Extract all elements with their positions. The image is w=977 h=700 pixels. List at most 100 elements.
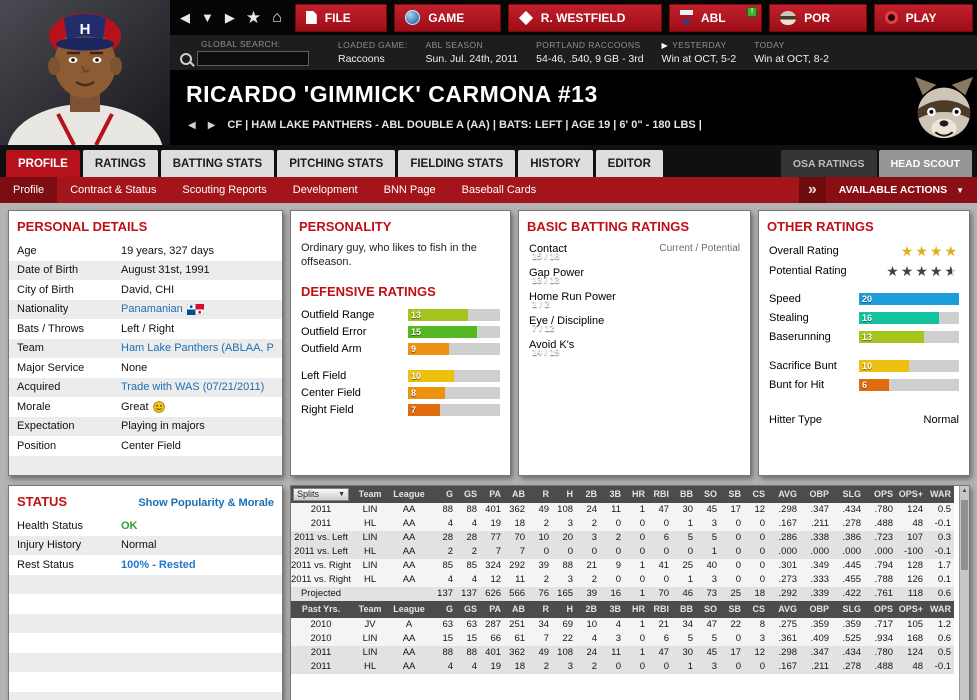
column-header-r[interactable]: R	[528, 486, 553, 503]
column-header-cs[interactable]: CS	[744, 601, 769, 618]
column-header-h[interactable]: H	[552, 601, 577, 618]
column-header-war[interactable]: WAR	[926, 601, 955, 618]
column-header-sb[interactable]: SB	[720, 486, 745, 503]
column-header-team[interactable]: Team	[354, 486, 390, 503]
other-rating-bunt-for-hit: Bunt for Hit 6	[759, 375, 969, 394]
column-header-hr[interactable]: HR	[624, 601, 649, 618]
detail-row-morale: Morale Great	[9, 397, 282, 417]
column-header-3b[interactable]: 3B	[600, 486, 625, 503]
column-header-war[interactable]: WAR	[926, 486, 955, 503]
menu-button-por[interactable]: POR	[769, 3, 867, 32]
menu-button-game[interactable]: GAME	[394, 3, 501, 32]
column-header-team[interactable]: Team	[354, 601, 390, 618]
down-icon[interactable]: ▼	[201, 10, 214, 25]
column-header-ops[interactable]: OPS+	[896, 601, 927, 618]
tab-fielding-stats[interactable]: FIELDING STATS	[398, 150, 516, 177]
column-header-g[interactable]: G	[432, 486, 457, 503]
column-header-bb[interactable]: BB	[672, 486, 697, 503]
nav-icons: ◀ ▼ ▶ ★ ⌂	[170, 9, 295, 26]
tab-batting-stats[interactable]: BATTING STATS	[160, 150, 275, 177]
subtab-contract-status[interactable]: Contract & Status	[70, 184, 157, 196]
column-header-obp[interactable]: OBP	[800, 486, 833, 503]
rating-bar-fill: 6	[859, 378, 889, 391]
stats-row: 2011 LIN AA 88 88 401 362 49 108 24 11 1 47 30 45 17 12.…	[291, 646, 955, 660]
subtab-profile[interactable]: Profile	[0, 177, 58, 203]
tab-editor[interactable]: EDITOR	[595, 150, 663, 177]
next-player-icon[interactable]: ▶	[207, 119, 216, 131]
detail-value[interactable]: Panamanian	[121, 303, 204, 315]
stats-row: 2011 LIN AA 88 88 401 362 49 108 24 11 1 47 30 45 17 12.…	[291, 503, 955, 517]
column-header-pa[interactable]: PA	[480, 601, 505, 618]
column-header-cs[interactable]: CS	[744, 486, 769, 503]
subtab-scouting-reports[interactable]: Scouting Reports	[182, 184, 267, 196]
column-header-h[interactable]: H	[552, 486, 577, 503]
column-header-obp[interactable]: OBP	[800, 601, 833, 618]
back-icon[interactable]: ◀	[180, 10, 190, 25]
detail-value[interactable]: Trade with WAS (07/21/2011)	[121, 381, 265, 394]
forward-icon[interactable]: ▶	[224, 10, 235, 25]
column-header-2b[interactable]: 2B	[576, 601, 601, 618]
scroll-up-icon[interactable]: ▲	[961, 488, 968, 494]
column-header-gs[interactable]: GS	[456, 601, 481, 618]
batting-rating-label: Eye / Discipline	[529, 314, 605, 327]
tab-profile[interactable]: PROFILE	[6, 150, 80, 177]
tab-pitching-stats[interactable]: PITCHING STATS	[277, 150, 396, 177]
button-head-scout[interactable]: HEAD SCOUT	[878, 150, 972, 177]
button-osa-ratings[interactable]: OSA RATINGS	[780, 150, 877, 177]
column-header-rbi[interactable]: RBI	[648, 486, 673, 503]
column-header-avg[interactable]: AVG	[768, 486, 801, 503]
star-icon: ★	[929, 243, 945, 259]
show-popularity-link[interactable]: Show Popularity & Morale	[138, 497, 274, 509]
column-header-sb[interactable]: SB	[720, 601, 745, 618]
column-header-league[interactable]: League	[389, 601, 433, 618]
detail-row-team: Team Ham Lake Panthers (ABLAA, POR	[9, 338, 282, 358]
other-rating-sacrifice-bunt: Sacrifice Bunt 10	[759, 356, 969, 375]
detail-label: Major Service	[17, 361, 85, 374]
subtab-development[interactable]: Development	[292, 184, 358, 196]
column-header-ab[interactable]: AB	[504, 486, 529, 503]
menu-button-play[interactable]: PLAY	[873, 3, 973, 32]
tab-ratings[interactable]: RATINGS	[82, 150, 158, 177]
stats-scrollbar[interactable]: ▲ ▼	[959, 486, 969, 700]
overall-rating-label: Overall Rating	[769, 245, 839, 257]
favorite-icon[interactable]: ★	[245, 8, 262, 27]
column-header-ab[interactable]: AB	[504, 601, 529, 618]
column-header-slg[interactable]: SLG	[832, 601, 865, 618]
column-header-2b[interactable]: 2B	[576, 486, 601, 503]
detail-value: 19 years, 327 days	[121, 244, 214, 257]
tab-history[interactable]: HISTORY	[518, 150, 593, 177]
subtab-baseball-cards[interactable]: Baseball Cards	[461, 184, 537, 196]
column-header-ops[interactable]: OPS	[864, 601, 897, 618]
column-header-avg[interactable]: AVG	[768, 601, 801, 618]
search-icon	[180, 52, 192, 65]
column-header-league[interactable]: League	[389, 486, 433, 503]
column-header-gs[interactable]: GS	[456, 486, 481, 503]
subtab-bnn-page[interactable]: BNN Page	[383, 184, 436, 196]
scrollbar-thumb[interactable]	[961, 500, 968, 570]
detail-value[interactable]: Ham Lake Panthers (ABLAA, POR	[121, 342, 274, 355]
available-actions-button[interactable]: AVAILABLE ACTIONS ▼	[825, 177, 977, 203]
column-header-g[interactable]: G	[432, 601, 457, 618]
column-header-so[interactable]: SO	[696, 601, 721, 618]
column-header-so[interactable]: SO	[696, 486, 721, 503]
home-icon[interactable]: ⌂	[272, 8, 282, 26]
stats-row: Projected 137 137 626 566 76 165 39 16 1 70 46 73 25 1…	[291, 587, 955, 601]
column-header-r[interactable]: R	[528, 601, 553, 618]
detail-value: Normal	[121, 539, 157, 552]
menu-button-abl[interactable]: ABL!	[668, 3, 763, 32]
half-star-icon: ★★	[944, 263, 959, 279]
menu-button-file[interactable]: FILE	[294, 3, 388, 32]
global-search-input[interactable]	[197, 51, 309, 66]
previous-player-icon[interactable]: ◀	[188, 119, 196, 131]
splits-dropdown[interactable]: Splits ▼	[293, 488, 350, 501]
column-header-ops[interactable]: OPS+	[896, 486, 927, 503]
column-header-ops[interactable]: OPS	[864, 486, 897, 503]
column-header-rbi[interactable]: RBI	[648, 601, 673, 618]
column-header-slg[interactable]: SLG	[832, 486, 865, 503]
column-header-pa[interactable]: PA	[480, 486, 505, 503]
column-header-3b[interactable]: 3B	[600, 601, 625, 618]
arrow-marker-icon: ▶	[661, 40, 669, 50]
column-header-bb[interactable]: BB	[672, 601, 697, 618]
column-header-hr[interactable]: HR	[624, 486, 649, 503]
menu-button-r-westfield[interactable]: R. WESTFIELD	[507, 3, 662, 32]
